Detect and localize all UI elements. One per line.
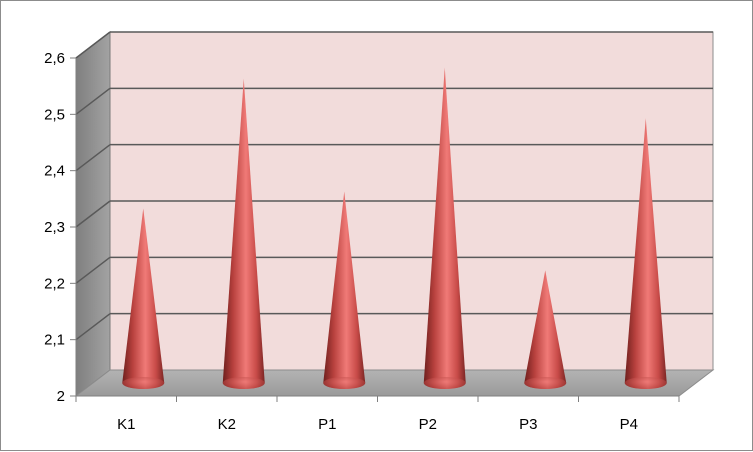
y-tick-label: 2,1 — [44, 332, 65, 349]
cone-body — [624, 118, 667, 390]
bar-p2 — [423, 67, 466, 390]
cone-base — [323, 377, 366, 389]
cone-base — [122, 377, 165, 389]
y-tick-label: 2,3 — [44, 219, 65, 236]
bar-p4 — [624, 118, 667, 390]
x-axis-ticks: K1 K2 P1 P2 P3 P4 — [75, 396, 680, 433]
cone-body — [323, 191, 366, 389]
x-tick-label: K2 — [218, 416, 236, 433]
y-tick-label: 2,2 — [44, 275, 65, 292]
bar-series — [122, 67, 667, 390]
cone-body — [423, 67, 466, 390]
cone-base — [222, 377, 265, 389]
bar-p1 — [323, 191, 366, 389]
x-tick-label: P4 — [620, 416, 638, 433]
cone-base — [524, 377, 567, 389]
y-tick-label: 2,5 — [44, 106, 65, 123]
x-tick-label: P3 — [519, 416, 537, 433]
cone-base — [423, 377, 466, 389]
gridline-side — [75, 144, 111, 172]
x-tick-label: P1 — [318, 416, 336, 433]
y-tick-label: 2,4 — [44, 163, 65, 180]
cone-base — [624, 377, 667, 389]
x-tick-label: P2 — [419, 416, 437, 433]
cone-body — [122, 208, 165, 390]
x-tick-label: K1 — [117, 416, 135, 433]
bar-k2 — [222, 78, 265, 390]
y-tick-label: 2,6 — [44, 50, 65, 67]
cone-body — [524, 270, 567, 390]
gridline-side — [75, 87, 111, 115]
floor — [74, 369, 715, 397]
gridlines — [75, 31, 713, 341]
gridline-side — [75, 200, 111, 228]
bar-p3 — [524, 270, 567, 390]
bar-k1 — [122, 208, 165, 390]
gridline-side — [75, 31, 111, 59]
cone-body — [222, 78, 265, 390]
plot-walls — [74, 30, 715, 398]
y-tick-label: 2 — [57, 388, 65, 405]
gridline-side — [75, 313, 111, 341]
y-axis-ticks: 2 2,1 2,2 2,3 2,4 2,5 2,6 — [44, 50, 76, 405]
gridline-side — [75, 256, 111, 284]
